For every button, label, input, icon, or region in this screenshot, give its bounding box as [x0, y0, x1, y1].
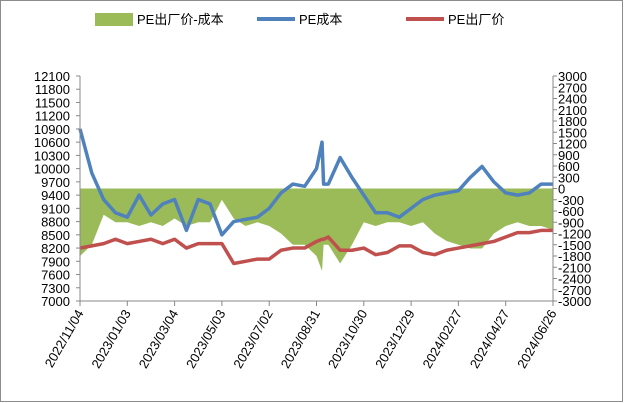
y-right-tick-label: 600: [558, 159, 580, 174]
y-right-tick-label: -1200: [558, 227, 591, 242]
lines-layer: [78, 128, 553, 266]
y-right-tick-label: -1800: [558, 249, 591, 264]
legend-label-price: PE出厂价: [448, 12, 504, 27]
y-left-tick-label: 7900: [41, 254, 70, 269]
y-right-tick-label: -1500: [558, 238, 591, 253]
y-right-tick-label: 1500: [558, 125, 587, 140]
y-right-tick-label: -2400: [558, 272, 591, 287]
legend-label-cost: PE成本: [299, 12, 342, 27]
y-left-tick-label: 8200: [41, 241, 70, 256]
legend-swatch-spread: [95, 13, 133, 26]
area-layer: [80, 188, 553, 271]
y-right-tick-label: 900: [558, 148, 580, 163]
area-series-spread: [80, 188, 553, 271]
y-left-tick-label: 8800: [41, 215, 70, 230]
y-right-tick-label: -2100: [558, 260, 591, 275]
y-left-tick-label: 11500: [35, 95, 70, 110]
y-left-tick-label: 9400: [41, 188, 70, 203]
legend: PE出厂价-成本 PE成本 PE出厂价: [95, 12, 504, 27]
y-left-tick-label: 9700: [41, 175, 70, 190]
y-left-tick-label: 9100: [41, 201, 70, 216]
y-left-tick-label: 7300: [41, 281, 70, 296]
y-right-tick-label: 3000: [558, 69, 587, 84]
y-left-tick-label: 12100: [34, 69, 70, 84]
line-series-cost: [78, 128, 553, 237]
y-right-tick-label: -600: [558, 204, 584, 219]
y-right-tick-label: 2100: [558, 103, 587, 118]
y-left-tick-label: 10600: [34, 135, 70, 150]
y-right-tick-label: -900: [558, 215, 584, 230]
y-right-tick-label: 1200: [558, 137, 587, 152]
y-right-tick-label: -2700: [558, 283, 591, 298]
y-left-tick-label: 11800: [35, 82, 70, 97]
y-right-tick-label: 0: [558, 182, 565, 197]
y-left-tick-label: 10300: [34, 148, 70, 163]
y-right-tick-label: 2700: [558, 80, 587, 95]
y-right-tick-label: 1800: [558, 114, 587, 129]
y-right-tick-label: 2400: [558, 92, 587, 107]
y-left-tick-label: 10000: [34, 162, 70, 177]
y-left-tick-label: 11200: [35, 109, 70, 124]
y-right-tick-label: -3000: [558, 294, 591, 309]
line-series-price: [79, 228, 553, 266]
legend-label-spread: PE出厂价-成本: [137, 12, 224, 27]
y-right-tick-label: 300: [558, 170, 580, 185]
y-left-tick-label: 8500: [41, 228, 70, 243]
y-left-tick-label: 10900: [34, 122, 70, 137]
y-left-tick-label: 7600: [41, 268, 70, 283]
y-left-tick-label: 7000: [41, 294, 70, 309]
y-right-tick-label: -300: [558, 193, 584, 208]
